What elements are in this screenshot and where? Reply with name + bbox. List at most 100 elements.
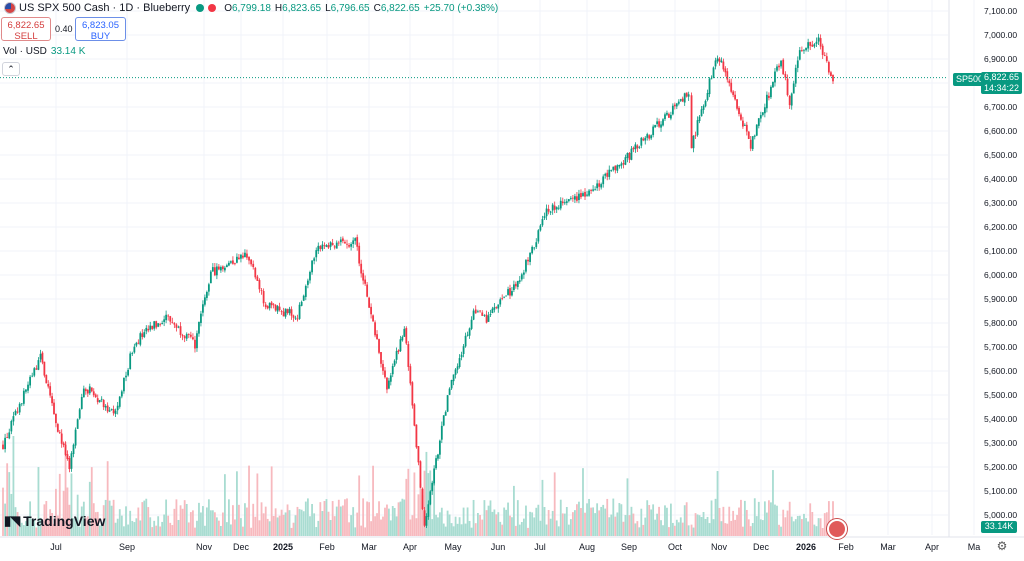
us-flag-icon [4,2,16,14]
volume-bar [632,513,635,536]
candle-body [561,201,564,204]
candle-body [618,164,621,167]
candle-body [133,346,136,353]
candle-body [335,242,338,249]
candle-body [362,273,365,281]
volume-bar [92,503,95,536]
volume-bar [755,516,758,536]
volume-bar [137,507,140,536]
candle-body [242,255,244,258]
volume-bar [356,512,359,536]
candle-body [819,38,822,47]
candle-body [606,172,609,177]
candle-body [411,382,414,406]
candle-body [704,100,707,107]
volume-bar [507,502,509,536]
sell-button[interactable]: 6,822.65 SELL [1,17,51,42]
candle-body [738,107,740,115]
candle-body [94,394,97,398]
candle-body [346,243,348,245]
candle-body [456,366,459,370]
candle-body [470,319,473,329]
buy-button[interactable]: 6,823.05 BUY [75,17,126,42]
candle-body [292,315,295,318]
volume-bar [664,505,666,536]
volume-bar [415,518,418,536]
volume-bar [425,451,428,536]
volume-bar [563,513,566,536]
candle-body [588,190,590,196]
candle-body [84,389,87,392]
volume-bar [531,512,534,536]
time-scale[interactable]: Jul Sep Nov Dec 2025 Feb Mar Apr May Jun Jul Aug Sep… [50,542,980,552]
volume-bar [638,527,641,536]
price-tick-label: 5,400.00 [984,414,1017,424]
candle-body [192,337,194,340]
candle-body [300,301,303,306]
collapse-legend-button[interactable]: ⌃ [2,62,20,76]
tradingview-logo[interactable]: ▮◥ TradingView [4,513,105,529]
candle-body [450,379,453,389]
volume-bar [616,512,619,536]
candle-body [47,383,50,387]
volume-bar [378,501,380,536]
volume-bar [43,504,46,536]
alert-status-icon[interactable] [208,4,217,12]
candle-body [628,152,631,160]
time-tick-label: Nov [711,542,728,552]
symbol-legend[interactable]: US SPX 500 Cash · 1D · Blueberry O6,799.… [4,1,502,15]
time-tick-label: Feb [319,542,335,552]
candle-body [8,432,11,439]
economic-event-icon[interactable] [827,519,847,539]
candle-body [22,390,25,404]
candle-body [658,121,660,127]
last-price-label: 6,822.65 [983,72,1020,82]
candle-body [551,204,554,211]
candle-body [10,421,13,432]
candle-body [576,196,578,201]
candle-body [669,114,672,119]
candle-body [509,288,511,296]
candlestick-series[interactable] [2,33,834,529]
settings-gear-icon[interactable]: ⚙ [996,539,1008,553]
volume-bar [157,516,160,536]
time-tick-label: Mar [880,542,896,552]
volume-bar [409,519,412,536]
volume-bar [708,523,711,536]
candle-body [276,306,279,312]
price-tick-label: 5,600.00 [984,366,1017,376]
volume-bar [648,504,651,536]
volume-bar [642,524,645,536]
candle-body [147,328,150,331]
volume-bar [740,499,742,536]
volume-bar [499,521,502,536]
candle-body [537,230,540,242]
price-tick-label: 6,600.00 [984,126,1017,136]
volume-bar [586,503,588,536]
candle-body [423,510,426,526]
volume-bar [187,522,190,536]
volume-bar [650,509,653,536]
candle-body [425,516,428,526]
candle-body [650,135,653,139]
candle-body [29,376,32,386]
market-open-icon[interactable] [196,4,205,12]
volume-bar [189,512,192,536]
candle-body [100,398,103,400]
volume-bar [163,514,166,536]
candle-body [51,396,53,404]
volume-bar [786,510,789,536]
volume-bar [602,504,605,536]
volume-bar [262,513,265,536]
volume-bar [120,515,123,536]
volume-bar [751,523,754,536]
volume-bar [722,506,725,536]
candle-body [749,139,752,149]
symbol-title[interactable]: US SPX 500 Cash · 1D · Blueberry [19,2,191,14]
volume-bar [514,525,517,536]
volume-legend[interactable]: Vol · USD 33.14 K [3,46,85,57]
volume-tag: 33.14K [981,521,1017,533]
volume-bar [578,501,580,536]
candle-body [296,318,299,320]
